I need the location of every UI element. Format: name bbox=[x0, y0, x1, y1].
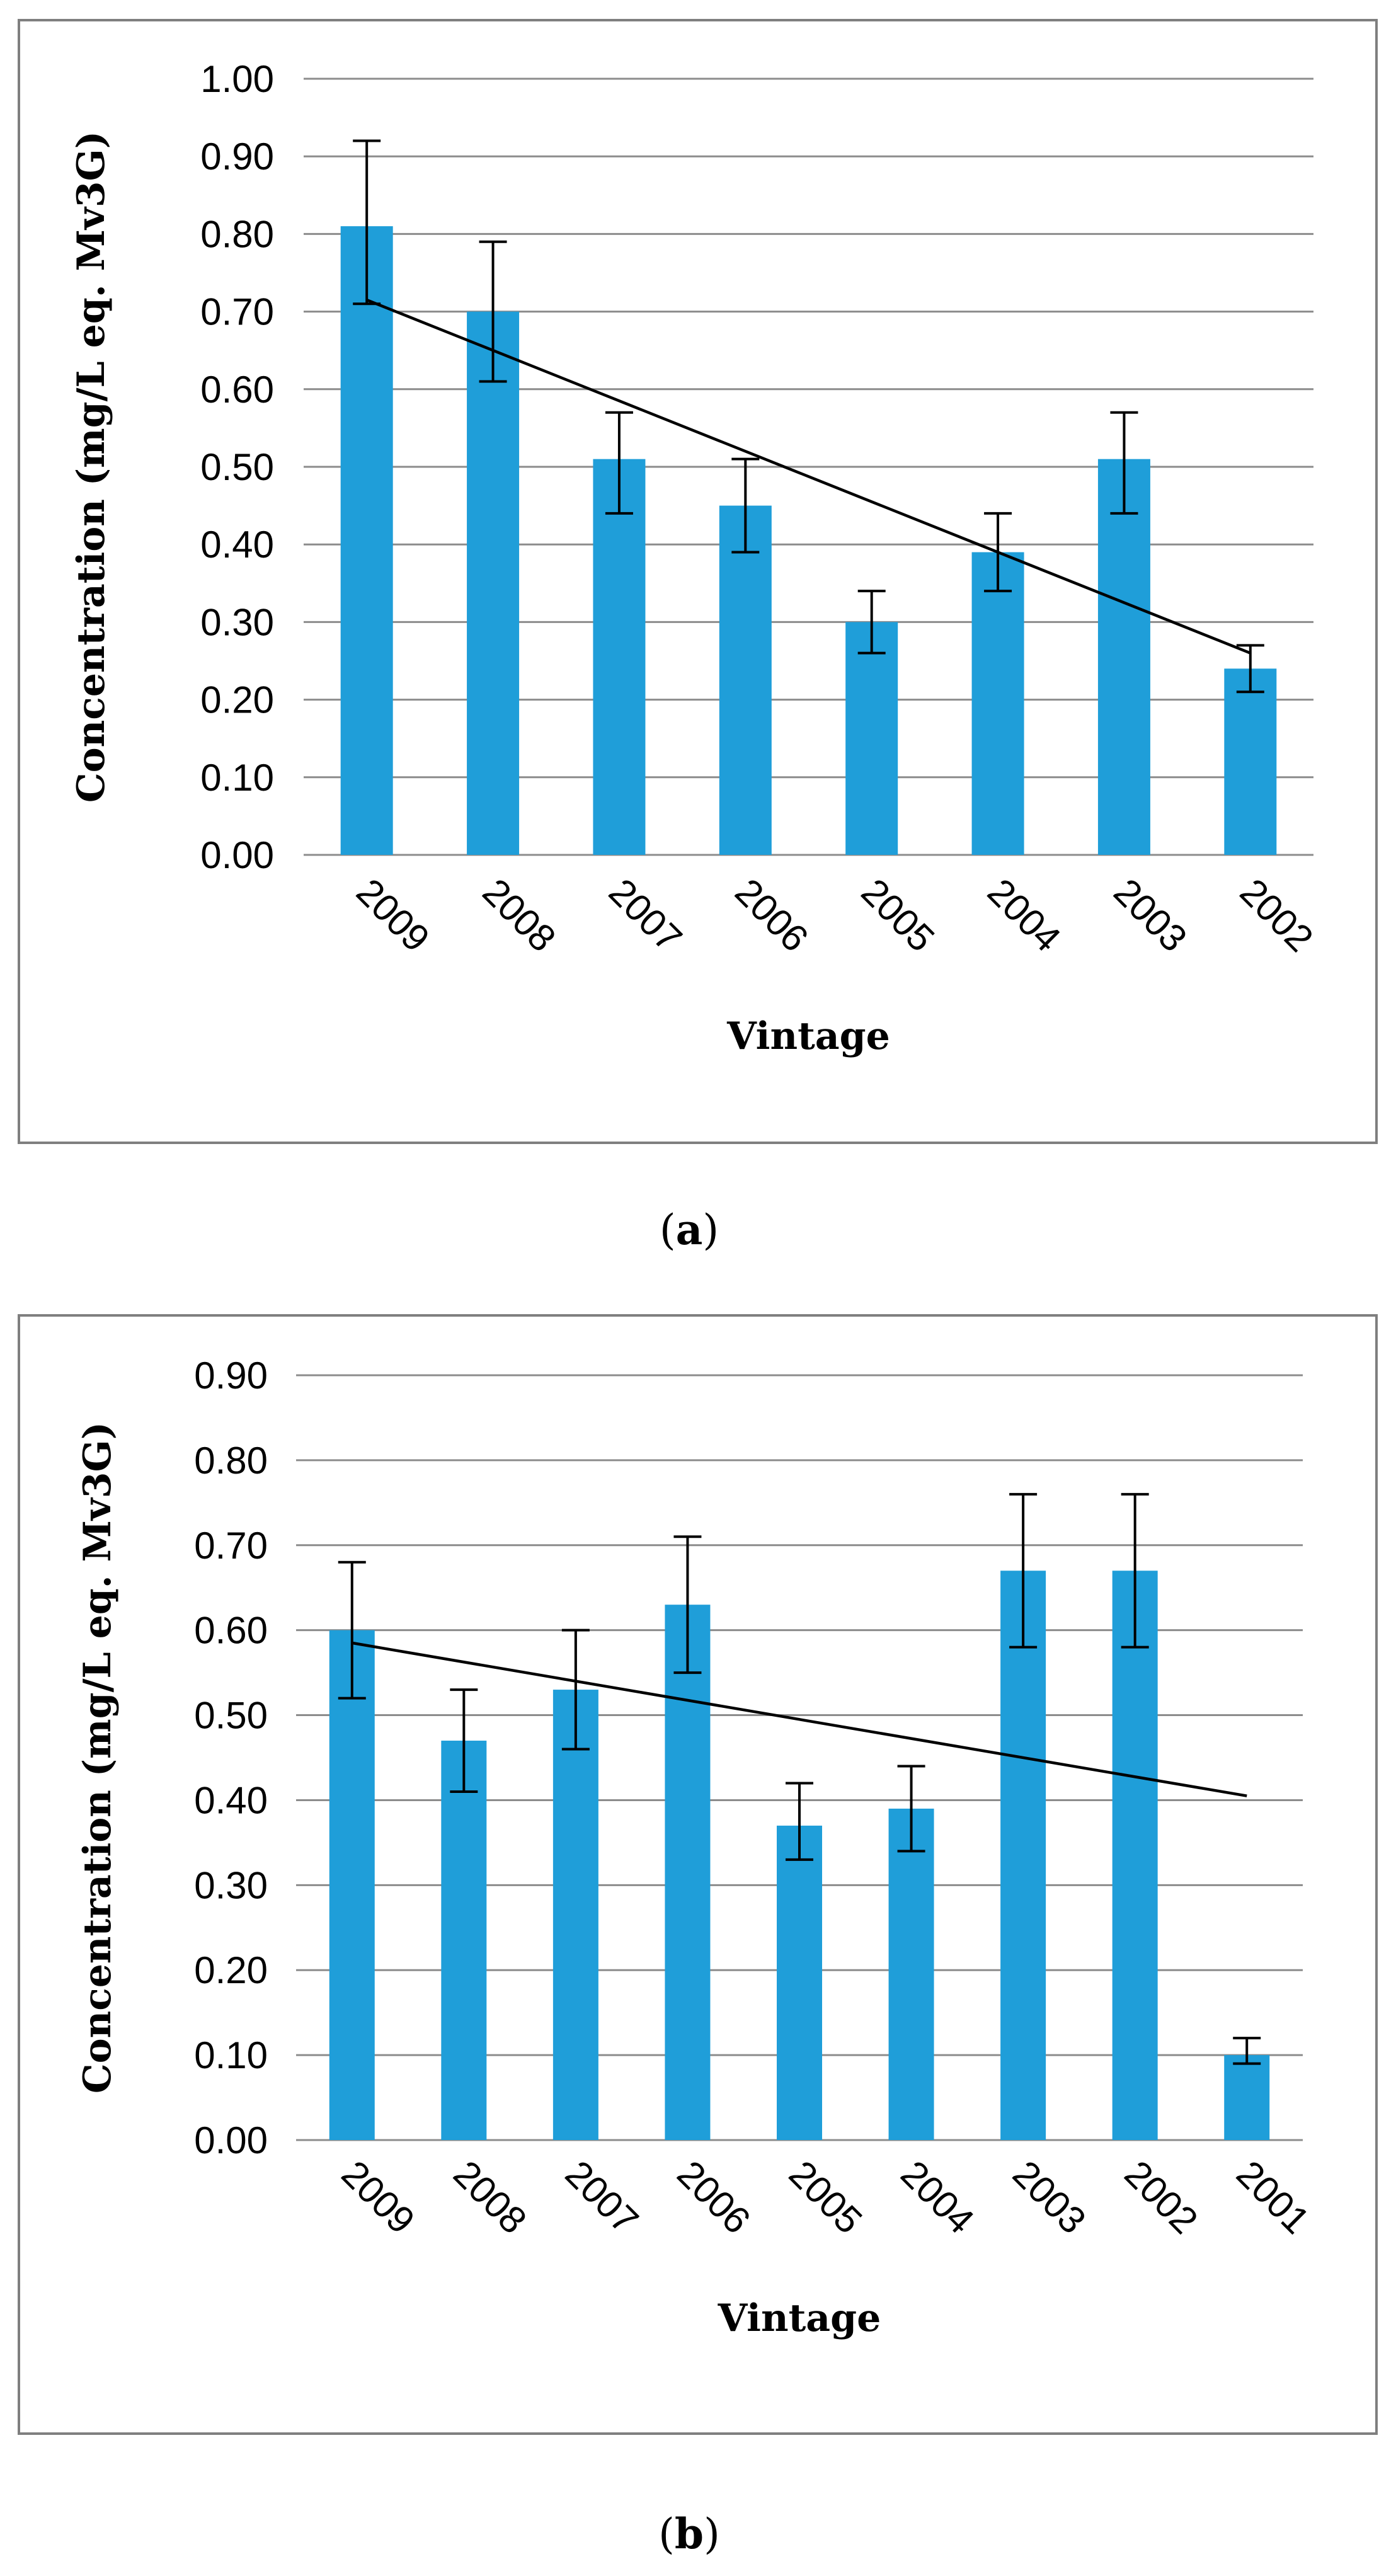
y-tick-label: 0.20 bbox=[194, 1949, 268, 1991]
y-tick-label: 0.30 bbox=[200, 601, 274, 643]
chart-a: 0.00 0.10 0.20 0.30 0.40 0.50 0.60 0.70 0.80 0.90… bbox=[18, 19, 1378, 1254]
y-tick-label: 0.80 bbox=[200, 213, 274, 255]
bar-2009 bbox=[340, 226, 393, 856]
bar-2008 bbox=[467, 311, 520, 856]
bar-2002 bbox=[1224, 668, 1277, 855]
bar-2004 bbox=[888, 1808, 934, 2140]
y-tick-label: 0.60 bbox=[200, 369, 274, 411]
bar-2007 bbox=[593, 459, 646, 855]
x-axis-title: Vintage bbox=[718, 2296, 881, 2340]
y-tick-label: 0.90 bbox=[200, 135, 274, 178]
y-tick-label: 0.00 bbox=[194, 2119, 268, 2161]
y-tick-label: 0.50 bbox=[194, 1695, 268, 1737]
y-tick-label: 0.10 bbox=[194, 2034, 268, 2076]
y-tick-label: 0.00 bbox=[200, 834, 274, 876]
y-axis-title: Concentration (mg/L eq. Mv3G) bbox=[76, 1422, 120, 2093]
bar-2003 bbox=[1097, 459, 1150, 855]
y-tick-label: 0.70 bbox=[200, 291, 274, 333]
bar-2009 bbox=[329, 1630, 375, 2140]
bar-2002 bbox=[1112, 1571, 1158, 2140]
y-tick-label: 0.20 bbox=[200, 679, 274, 721]
bar-2007 bbox=[552, 1690, 598, 2140]
bar-2005 bbox=[845, 622, 898, 855]
bar-2008 bbox=[441, 1741, 487, 2140]
bar-2001 bbox=[1224, 2055, 1270, 2140]
chart-b: 0.00 0.10 0.20 0.30 0.40 0.50 0.60 0.70 0.80 0.90… bbox=[18, 1314, 1378, 2558]
y-tick-label: 0.30 bbox=[194, 1864, 268, 1906]
x-axis-title: Vintage bbox=[726, 1014, 890, 1058]
panel-caption: (b) bbox=[658, 2509, 720, 2558]
trendline bbox=[352, 1641, 1247, 1797]
bar-2003 bbox=[1000, 1571, 1046, 2140]
trendline bbox=[366, 299, 1251, 655]
y-tick-label: 0.90 bbox=[194, 1354, 268, 1397]
bar-2006 bbox=[719, 505, 772, 855]
chart-frame bbox=[18, 19, 1378, 1144]
y-tick-label: 1.00 bbox=[200, 58, 274, 100]
bar-2005 bbox=[777, 1825, 822, 2140]
bar-2006 bbox=[665, 1605, 711, 2140]
y-tick-label: 0.10 bbox=[200, 757, 274, 799]
y-axis-title: Concentration (mg/L eq. Mv3G) bbox=[69, 131, 113, 803]
y-tick-label: 0.50 bbox=[200, 446, 274, 488]
y-tick-label: 0.70 bbox=[194, 1525, 268, 1567]
y-tick-label: 0.40 bbox=[200, 524, 274, 566]
y-tick-label: 0.60 bbox=[194, 1610, 268, 1652]
y-tick-label: 0.40 bbox=[194, 1779, 268, 1821]
y-tick-label: 0.80 bbox=[194, 1440, 268, 1482]
bar-2004 bbox=[971, 552, 1024, 855]
panel-caption: (a) bbox=[660, 1205, 719, 1254]
